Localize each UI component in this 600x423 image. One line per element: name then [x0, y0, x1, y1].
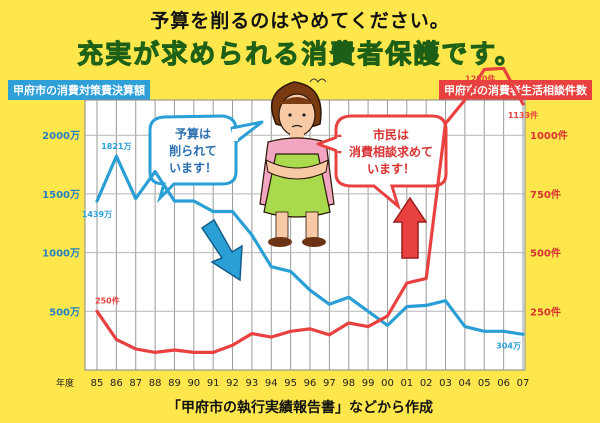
- speech-bubble-left: 予算は 削られて います！: [148, 114, 264, 204]
- x-tick-label: 99: [362, 378, 375, 389]
- x-tick-label: 06: [497, 378, 510, 389]
- x-tick-labels: 年度 85 86 87 88 89 90 91 92 93 94 95 96 97 98 99 00 01 02 03…: [56, 377, 529, 389]
- right-tick-label: 500件: [530, 247, 561, 260]
- left-axis-title: 甲府市の消費対策費決算額: [8, 80, 150, 100]
- x-tick-label: 98: [342, 378, 355, 389]
- point-labels: 1439万 1821万 304万 250件 1280件 1133件: [82, 73, 538, 350]
- x-tick-label: 03: [439, 378, 452, 389]
- down-arrow-icon: [200, 218, 243, 282]
- x-tick-label: 92: [226, 378, 239, 389]
- x-tick-label: 86: [110, 378, 123, 389]
- x-tick-label: 01: [400, 378, 413, 389]
- bubble-left-line-2: 削られて: [169, 143, 217, 158]
- left-tick-labels: 500万 1000万 1500万 2000万: [42, 130, 80, 318]
- bubble-right-line-2: 消費相談求めて: [349, 144, 433, 159]
- x-tick-label: 05: [478, 378, 491, 389]
- bubble-right-line-1: 市民は: [373, 127, 409, 142]
- x-tick-label: 00: [381, 378, 394, 389]
- headline-request: 予算を削るのはやめてください。: [150, 10, 450, 32]
- x-tick-label: 95: [284, 378, 297, 389]
- x-tick-label: 97: [323, 378, 336, 389]
- point-label: 1280件: [465, 73, 495, 83]
- x-tick-label: 90: [187, 378, 200, 389]
- left-tick-label: 500万: [49, 306, 80, 318]
- speech-bubble-right: 市民は 消費相談求めて います！: [316, 114, 448, 211]
- up-arrow-icon: [392, 196, 428, 259]
- bubble-left-line-1: 予算は: [175, 126, 211, 141]
- left-tick-label: 1500万: [42, 189, 80, 201]
- series-line-budget: [95, 154, 525, 336]
- x-tick-label: 85: [91, 378, 104, 389]
- point-label: 1133件: [508, 110, 538, 120]
- series-line-consultations: [95, 66, 525, 354]
- point-label: 1821万: [101, 142, 131, 151]
- series-lines: [95, 66, 525, 354]
- x-tick-label: 89: [168, 378, 181, 389]
- woman-illustration: [259, 78, 335, 247]
- right-tick-label: 250件: [530, 305, 561, 318]
- x-tick-label: 94: [265, 378, 278, 389]
- left-tick-label: 2000万: [42, 130, 80, 142]
- source-note: 「甲府市の執行実績報告書」などから作成: [167, 400, 433, 416]
- point-label: 250件: [95, 295, 120, 305]
- right-tick-labels: 250件 500件 750件 1000件: [530, 129, 568, 318]
- x-axis-prefix: 年度: [56, 377, 74, 389]
- x-tick-label: 91: [207, 378, 220, 389]
- left-tick-label: 1000万: [42, 248, 80, 260]
- x-tick-label: 96: [304, 378, 317, 389]
- point-label: 1439万: [82, 210, 112, 219]
- x-tick-label: 02: [420, 378, 433, 389]
- x-tick-label: 07: [517, 378, 530, 389]
- headline-slogan: 充実が求められる消費者保護です。: [77, 40, 523, 71]
- x-tick-label: 93: [246, 378, 259, 389]
- x-tick-label: 04: [459, 378, 472, 389]
- bubble-right-line-3: います！: [367, 162, 415, 176]
- x-tick-label: 87: [129, 378, 142, 389]
- right-tick-label: 1000件: [530, 129, 568, 142]
- point-label: 304万: [496, 341, 521, 350]
- bubble-left-line-3: います！: [169, 161, 217, 175]
- right-tick-label: 750件: [530, 188, 561, 201]
- x-tick-label: 88: [149, 378, 162, 389]
